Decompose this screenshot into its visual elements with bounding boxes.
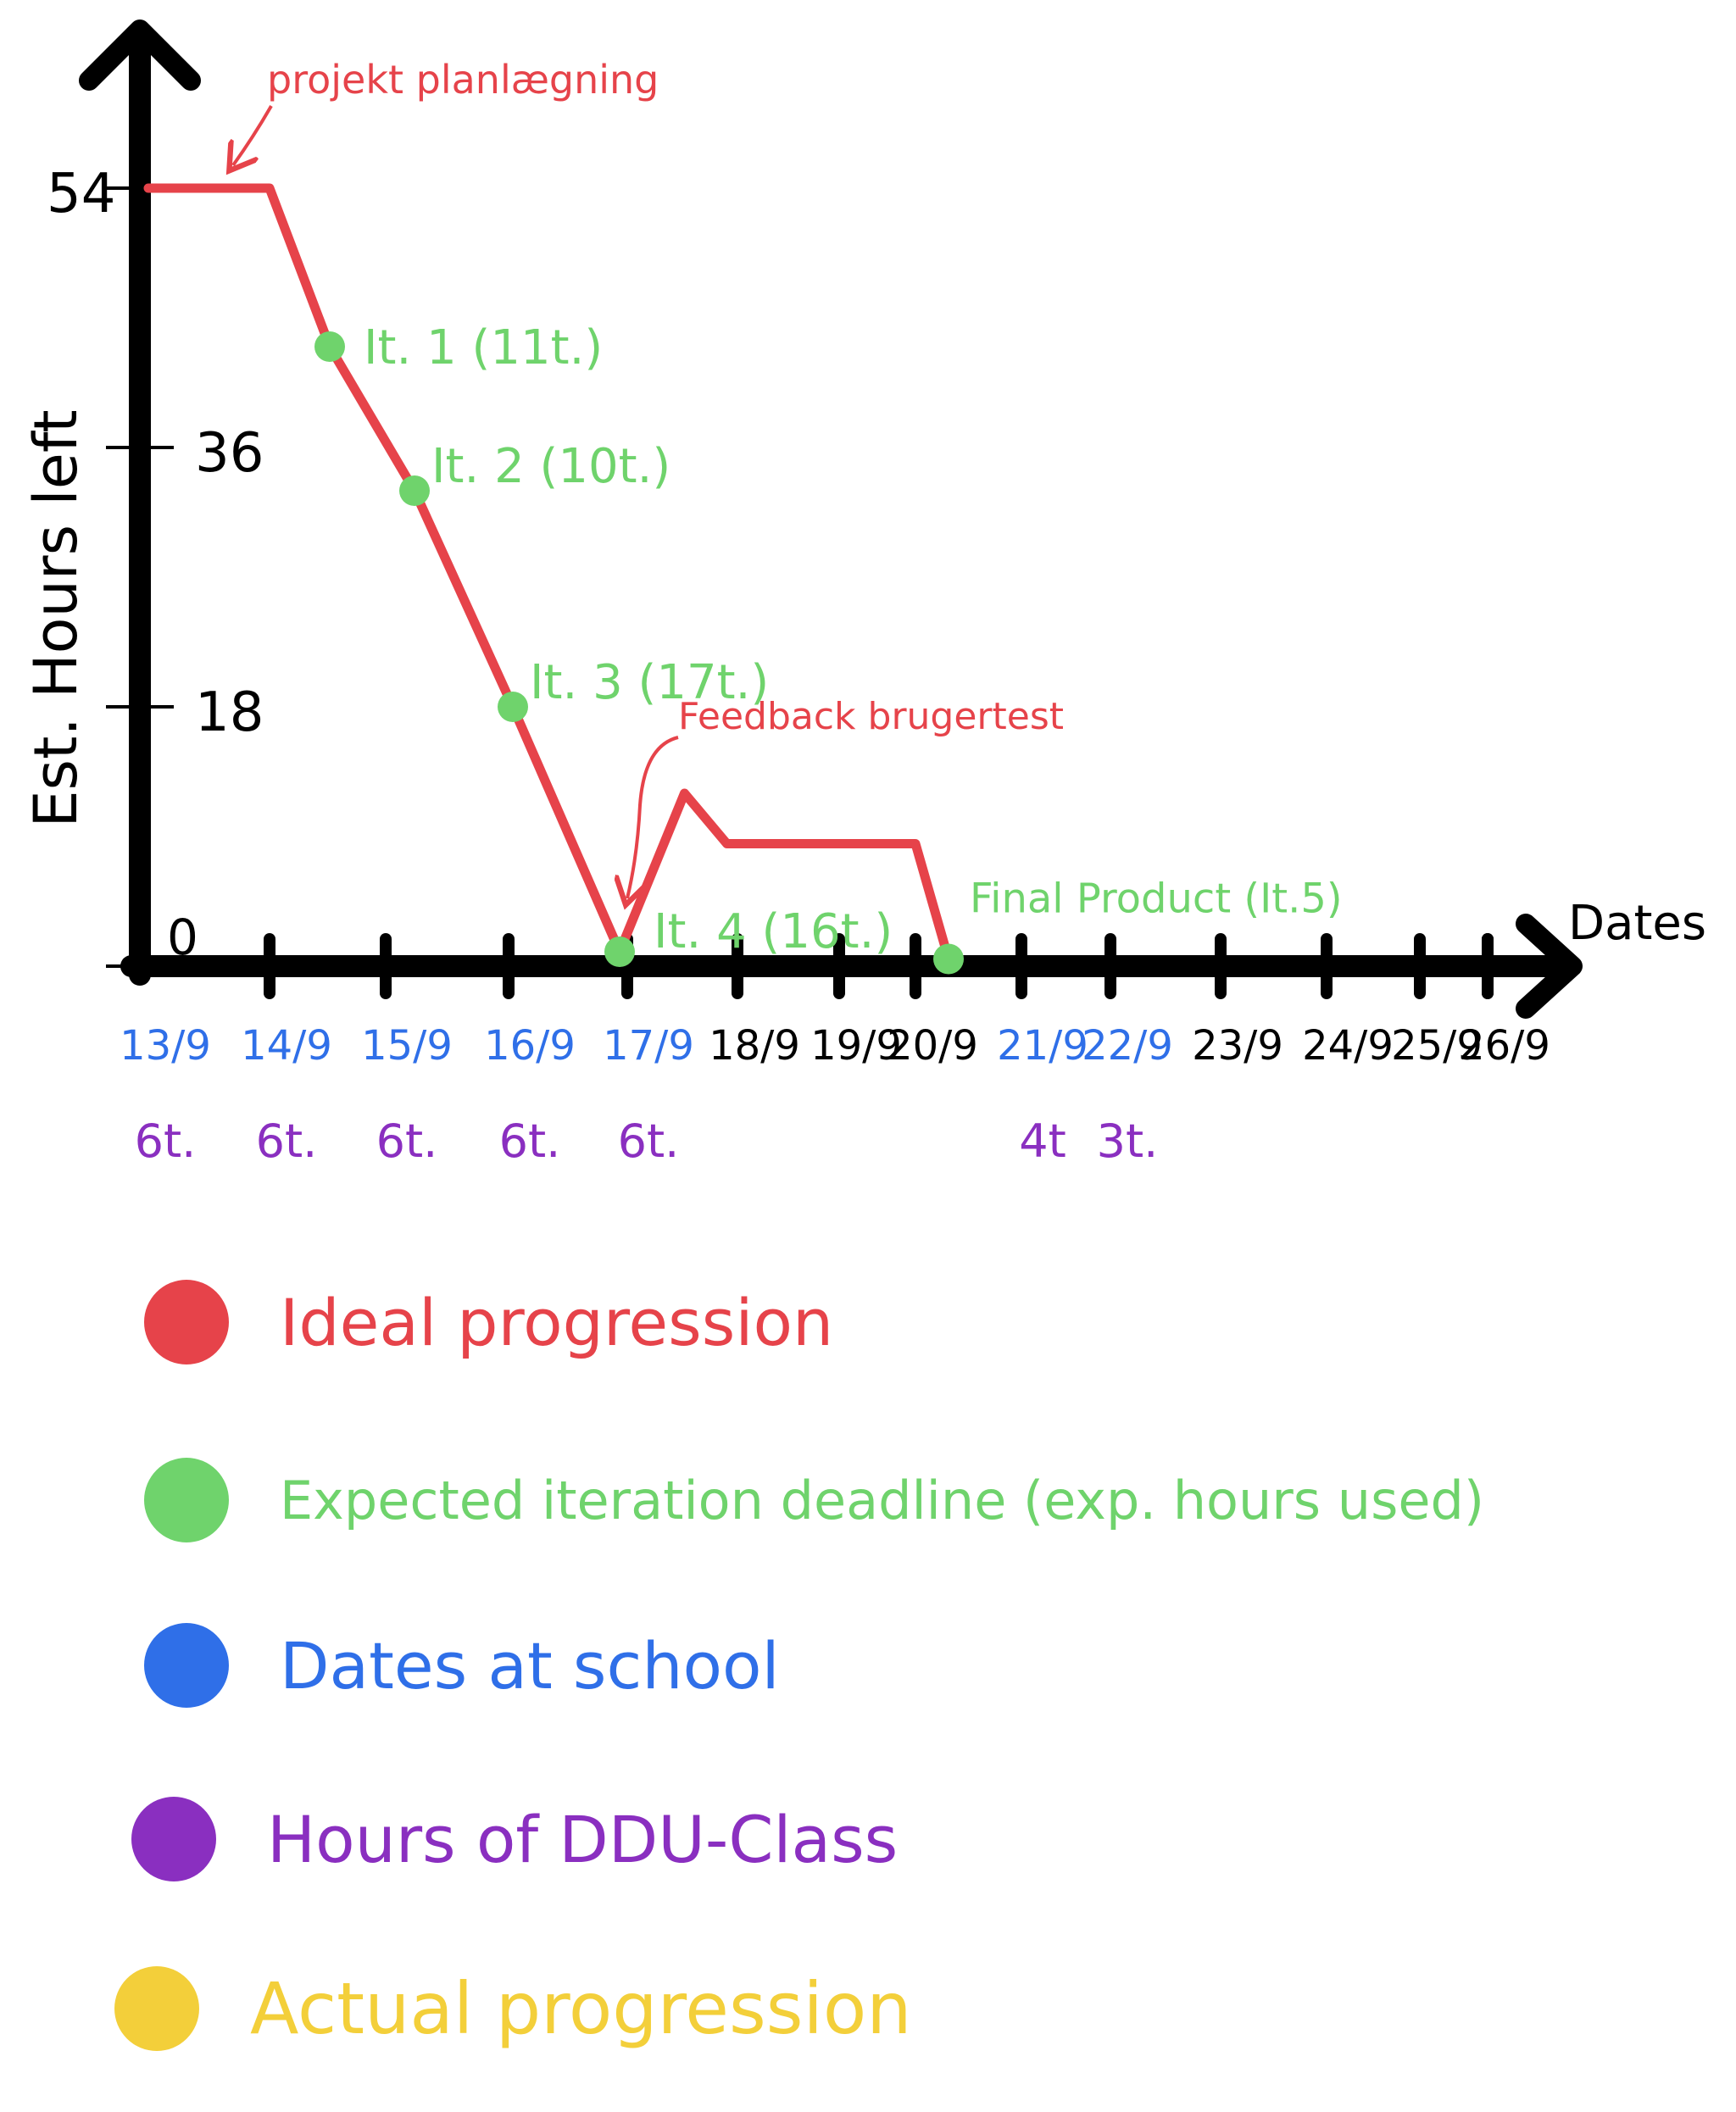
- y-axis-arrowhead: [79, 19, 201, 91]
- x-tick-label-26-9: 26/9: [1459, 1022, 1550, 1070]
- class-hours-22-9: 3t.: [1097, 1114, 1159, 1168]
- class-hours-15-9: 6t.: [376, 1114, 438, 1168]
- x-tick-label-14-9: 14/9: [241, 1022, 332, 1070]
- annotation-feedback-brugertest: Feedback brugertest: [678, 695, 1064, 738]
- class-hours-21-9: 4t: [1019, 1114, 1066, 1168]
- milestone-label-5: Final Product (It.5): [970, 875, 1343, 923]
- y-tick-label-54: 54: [47, 163, 115, 225]
- x-tick-label-19-9: 19/9: [810, 1022, 902, 1070]
- class-hours-13-9: 6t.: [135, 1114, 197, 1168]
- milestone-point-3: [498, 692, 528, 722]
- annotation-arrow-feedback: [627, 736, 679, 898]
- y-tick-label-36: 36: [195, 422, 264, 485]
- milestones: It. 1 (11t.) It. 2 (10t.) It. 3 (17t.) It. …: [314, 320, 1343, 975]
- ideal-progression-line: [143, 183, 954, 964]
- annotation-arrow-projekt: [233, 105, 273, 165]
- milestone-point-4: [604, 937, 635, 967]
- class-hours-14-9: 6t.: [256, 1114, 318, 1168]
- y-tick-label-18: 18: [195, 681, 264, 744]
- axes: [79, 19, 1583, 1019]
- x-tick-label-25-9: 25/9: [1391, 1022, 1483, 1070]
- milestone-point-5: [933, 943, 964, 975]
- x-tick-label-24-9: 24/9: [1302, 1022, 1394, 1070]
- class-hours-16-9: 6t.: [499, 1114, 561, 1168]
- x-tick-label-17-9: 17/9: [603, 1022, 694, 1070]
- x-tick-label-20-9: 20/9: [887, 1022, 978, 1070]
- milestone-label-2: It. 2 (10t.): [431, 439, 670, 494]
- x-axis-title: Dates: [1568, 896, 1706, 951]
- x-tick-label-18-9: 18/9: [709, 1022, 800, 1070]
- milestone-label-4: It. 4 (16t.): [654, 904, 893, 959]
- series-layer: [143, 183, 954, 964]
- class-hours-17-9: 6t.: [618, 1114, 680, 1168]
- milestone-label-3: It. 3 (17t.): [530, 655, 769, 710]
- milestone-point-1: [314, 331, 345, 362]
- y-axis-title: Est. Hours left: [21, 409, 91, 827]
- x-tick-label-22-9: 22/9: [1082, 1022, 1173, 1070]
- milestone-point-2: [399, 475, 430, 506]
- x-tick-label-13-9: 13/9: [120, 1022, 211, 1070]
- x-tick-label-15-9: 15/9: [361, 1022, 453, 1070]
- y-tick-label-0: 0: [167, 909, 198, 966]
- x-tick-label-16-9: 16/9: [484, 1022, 576, 1070]
- axis-labels: 0 18 36 54 Est. Hours left Dates 13/9 6t. 14/9 6t…: [21, 163, 1706, 1168]
- annotation-projekt-planlaegning: projekt planlægning: [267, 57, 659, 103]
- x-axis-arrowhead: [1516, 914, 1583, 1019]
- annotations: projekt planlægning Feedback brugertest: [233, 57, 1064, 898]
- x-tick-label-21-9: 21/9: [997, 1022, 1088, 1070]
- x-tick-label-23-9: 23/9: [1192, 1022, 1283, 1070]
- milestone-label-1: It. 1 (11t.): [364, 320, 603, 375]
